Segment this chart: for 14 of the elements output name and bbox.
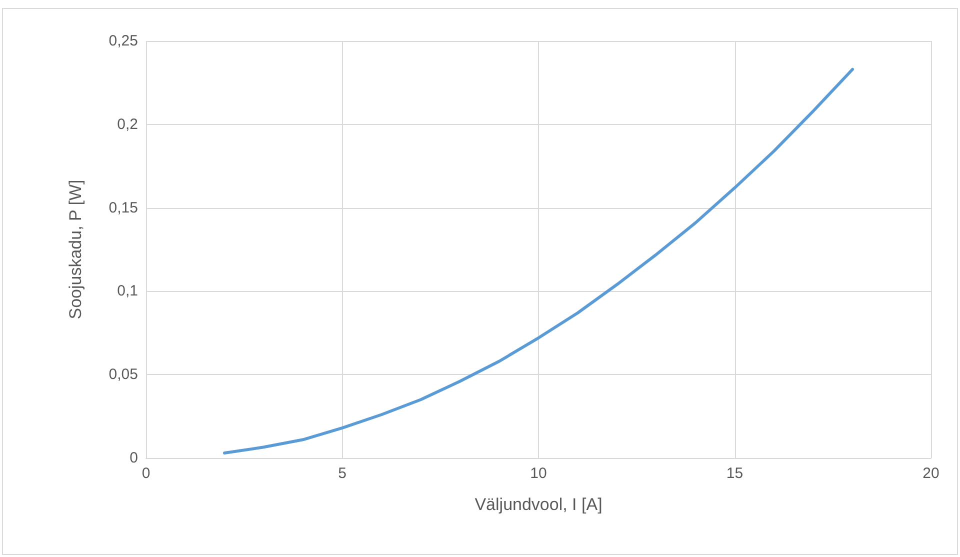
y-tick-label: 0 — [130, 450, 138, 466]
line-series — [223, 68, 854, 454]
y-tick-label: 0,2 — [117, 116, 138, 133]
y-tick-label: 0,1 — [117, 282, 138, 300]
x-tick-label: 15 — [726, 465, 744, 482]
x-tick-label: 0 — [142, 465, 150, 482]
x-axis-title: Väljundvool, I [A] — [474, 495, 602, 514]
y-tick-label: 0,15 — [108, 199, 138, 216]
y-tick-label: 0,05 — [108, 366, 138, 384]
x-tick-label: 5 — [338, 465, 346, 482]
x-tick-label: 10 — [530, 465, 547, 482]
x-tick-label: 20 — [922, 465, 940, 482]
y-axis-title: Soojuskadu, P [W] — [66, 180, 85, 320]
y-tick-label: 0,25 — [108, 32, 138, 50]
